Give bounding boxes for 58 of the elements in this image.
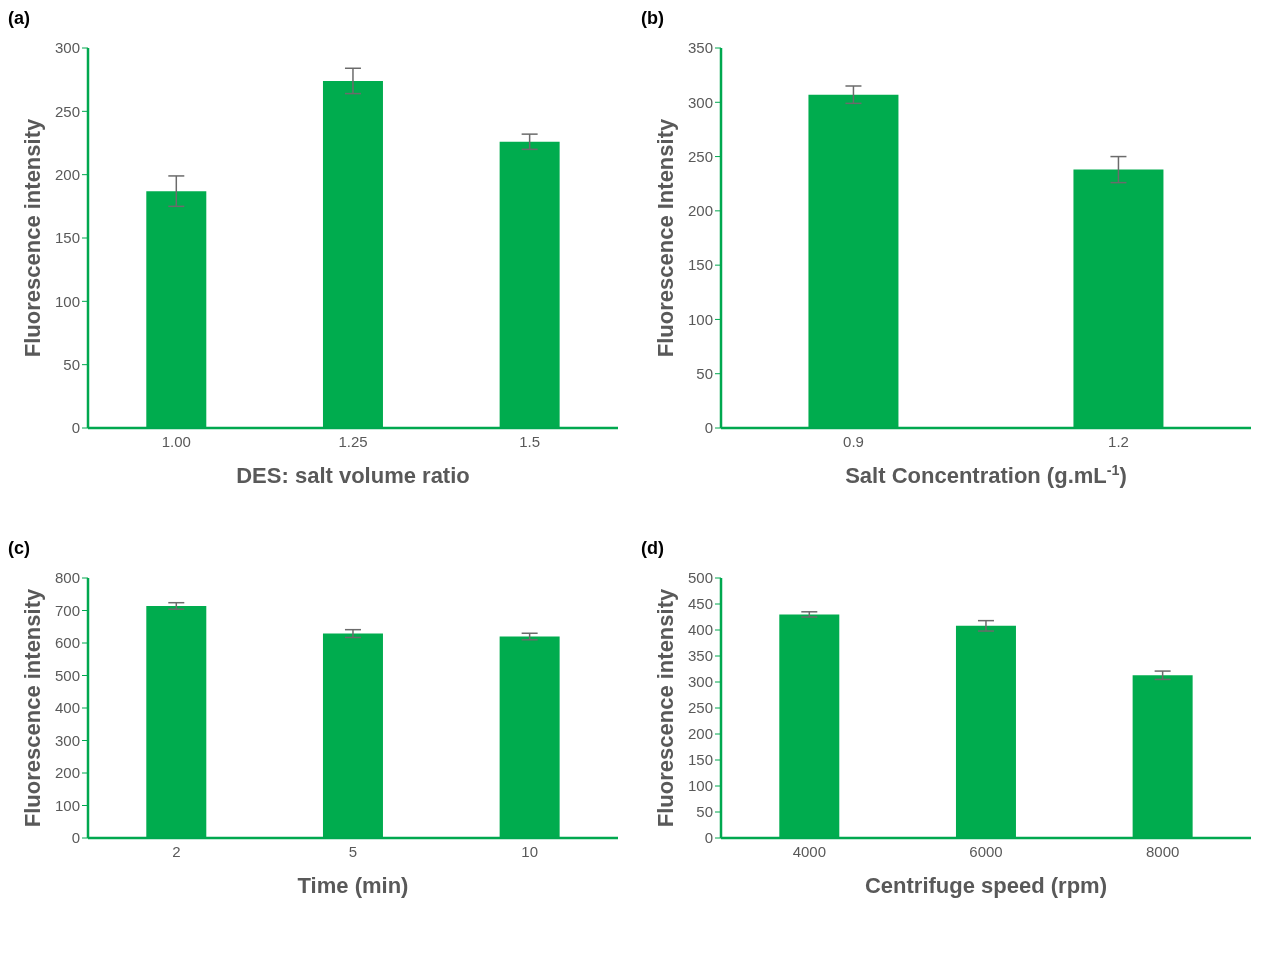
- x-axis-title: Salt Concentration (g.mL$^{-1}$): [845, 462, 1127, 488]
- y-tick-label: 200: [54, 764, 80, 782]
- x-tick-label: 1.2: [1108, 432, 1129, 450]
- x-tick-label: 2: [172, 842, 181, 860]
- y-tick-label: 150: [687, 751, 713, 769]
- y-tick-label: 100: [54, 796, 80, 814]
- y-tick-label: 250: [687, 699, 713, 717]
- x-tick-label: 5: [348, 842, 358, 860]
- y-tick-label: 100: [687, 777, 713, 795]
- y-tick-label: 0: [71, 419, 80, 437]
- x-tick-label: 4000: [792, 842, 827, 860]
- x-tick-label: 1.25: [338, 432, 368, 450]
- chart-title: (b): [641, 8, 665, 30]
- y-tick-label: 300: [687, 93, 713, 111]
- y-tick-label: 500: [54, 666, 80, 684]
- y-tick-label: 100: [54, 292, 80, 310]
- x-tick-label: 1.00: [161, 432, 191, 450]
- y-tick-label: 300: [687, 673, 713, 691]
- y-tick-label: 200: [687, 202, 713, 220]
- x-tick-label: 8000: [1145, 842, 1180, 860]
- x-axis-title: Time (min): [297, 873, 409, 898]
- chart-title: (c): [8, 538, 31, 560]
- y-tick-label: 450: [687, 595, 713, 613]
- y-tick-label: 0: [704, 419, 713, 437]
- y-axis-title: Fluorescence intensity: [653, 588, 678, 828]
- y-tick-label: 200: [687, 725, 713, 743]
- y-tick-label: 50: [63, 355, 80, 373]
- y-tick-label: 250: [687, 147, 713, 165]
- y-tick-label: 150: [54, 229, 80, 247]
- y-tick-label: 700: [54, 601, 80, 619]
- y-tick-label: 600: [54, 634, 80, 652]
- x-axis-title: Centrifuge speed (rpm): [864, 873, 1108, 898]
- y-tick-label: 300: [54, 39, 80, 57]
- x-tick-label: 1.5: [519, 432, 541, 450]
- y-axis-title: Fluorescence Intensity: [653, 118, 678, 358]
- chart-title: (a): [8, 8, 31, 30]
- y-axis-title: Fluorescence intensity: [20, 588, 45, 828]
- y-tick-label: 500: [687, 569, 713, 587]
- chart-title: (d): [641, 538, 665, 560]
- y-tick-label: 800: [54, 569, 80, 587]
- y-tick-label: 400: [687, 621, 713, 639]
- y-tick-label: 250: [54, 102, 80, 120]
- y-tick-label: 400: [54, 699, 80, 717]
- y-tick-label: 350: [687, 39, 713, 57]
- x-tick-label: 10: [521, 842, 539, 860]
- x-tick-label: 0.9: [843, 432, 864, 450]
- y-tick-label: 200: [54, 165, 80, 183]
- y-axis-title: Fluorescence intensity: [20, 118, 45, 358]
- y-tick-label: 50: [696, 365, 713, 383]
- y-tick-label: 150: [687, 256, 713, 274]
- y-tick-label: 0: [704, 829, 713, 847]
- y-tick-label: 0: [71, 829, 80, 847]
- y-tick-label: 300: [54, 731, 80, 749]
- y-tick-label: 350: [687, 647, 713, 665]
- y-tick-label: 50: [696, 803, 713, 821]
- y-tick-label: 100: [687, 310, 713, 328]
- x-tick-label: 6000: [969, 842, 1003, 860]
- x-axis-title: DES: salt volume ratio: [236, 463, 470, 488]
